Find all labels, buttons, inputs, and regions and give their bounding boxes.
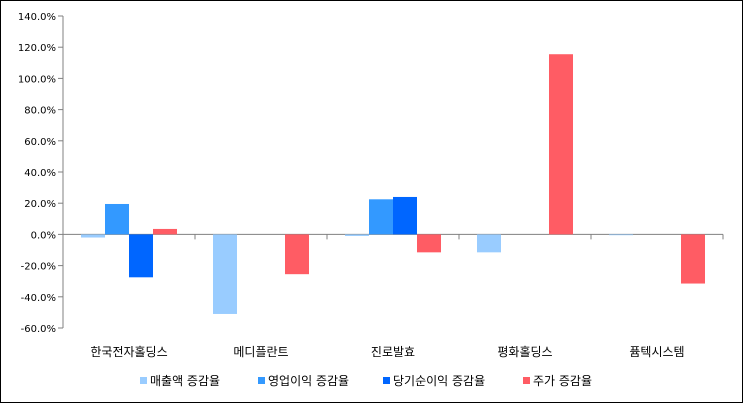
legend-swatch (140, 377, 147, 384)
x-tick-label: 평화홀딩스 (497, 345, 552, 359)
bar (477, 234, 501, 253)
y-tick-label: 40.0% (24, 168, 56, 179)
bar (213, 234, 237, 314)
y-tick-labels: -60.0% -40.0% -20.0% 0.0% 20.0% 40.0% 60.0% 80.… (18, 12, 56, 335)
bar (549, 54, 573, 235)
y-tick-label: -40.0% (21, 293, 56, 304)
y-tick-label: 140.0% (18, 12, 56, 23)
y-tick-label: 0.0% (31, 230, 56, 241)
x-tick-label: 메디플란트 (233, 345, 288, 359)
bar (345, 234, 369, 236)
legend-label: 영업이익 증감율 (268, 374, 349, 388)
bar (81, 234, 105, 238)
x-tick-label: 진로발효 (371, 345, 415, 359)
bar (681, 234, 705, 284)
y-tick-label: 80.0% (24, 106, 56, 117)
y-tick-label: 100.0% (18, 74, 56, 85)
bar (129, 234, 153, 278)
bar (393, 196, 417, 235)
y-tick-label: 20.0% (24, 199, 56, 210)
y-tick-label: -20.0% (21, 262, 56, 273)
bar (105, 203, 129, 235)
x-tick-label: 한국전자홀딩스 (90, 345, 167, 359)
chart-bars (81, 54, 705, 314)
legend-label: 매출액 증감율 (150, 374, 220, 388)
y-tick-label: -60.0% (21, 324, 56, 335)
legend-label: 당기순이익 증감율 (393, 374, 485, 388)
bar (609, 234, 633, 236)
legend-swatch (523, 377, 530, 384)
bar (417, 234, 441, 253)
y-tick-label: 60.0% (24, 137, 56, 148)
legend: 매출액 증감율 영업이익 증감율 당기순이익 증감율 주가 증감율 (140, 374, 592, 388)
x-tick-label: 퓸텍시스템 (629, 345, 684, 359)
bar (285, 234, 309, 275)
legend-label: 주가 증감율 (533, 374, 592, 388)
legend-swatch (258, 377, 265, 384)
bar (153, 228, 177, 235)
y-tick-label: 120.0% (18, 43, 56, 54)
x-tick-labels: 한국전자홀딩스 메디플란트 진로발효 평화홀딩스 퓸텍시스템 (90, 345, 684, 359)
chart-axes (58, 15, 724, 329)
legend-swatch (383, 377, 390, 384)
bar (369, 199, 393, 235)
